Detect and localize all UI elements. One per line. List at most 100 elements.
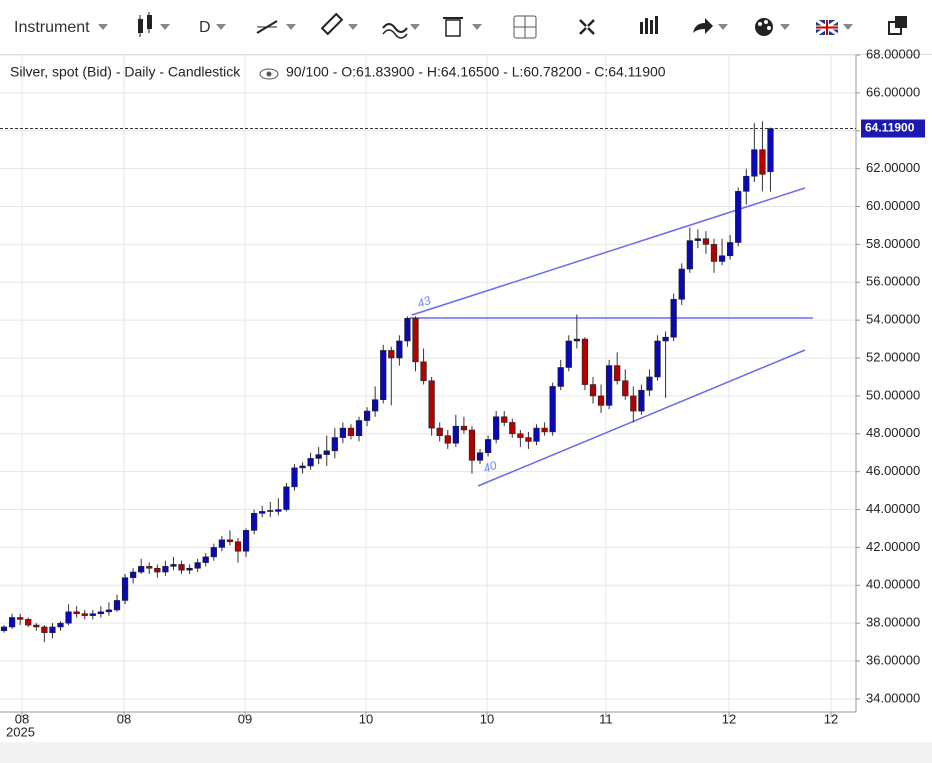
dropdown-arrow[interactable]	[843, 24, 853, 30]
candle-body	[226, 539, 234, 543]
candle-body	[444, 435, 451, 444]
period-button[interactable]: D	[199, 19, 211, 36]
candle-body	[178, 564, 185, 571]
y-tick-label: 40.00000	[866, 577, 920, 592]
trend-line[interactable]	[477, 349, 806, 487]
candle-body	[702, 238, 710, 245]
delete-tool[interactable]	[443, 17, 463, 37]
y-tick-label: 66.00000	[866, 84, 920, 99]
x-tick-label: 08	[117, 711, 131, 726]
candle-body	[162, 566, 169, 573]
candle-body	[517, 433, 524, 438]
dropdown-arrow[interactable]	[780, 24, 790, 30]
candle-body	[17, 617, 24, 620]
palette-button[interactable]	[755, 18, 773, 36]
candle-body	[436, 427, 443, 436]
share-button[interactable]	[693, 18, 713, 34]
candle-body	[654, 340, 661, 378]
toolbar-bg	[0, 0, 932, 54]
candle-body	[581, 338, 589, 385]
language-button[interactable]	[815, 18, 839, 37]
y-tick-label: 44.00000	[866, 501, 920, 516]
y-tick-label: 68.00000	[866, 46, 920, 61]
y-tick-label: 60.00000	[866, 198, 920, 213]
dropdown-arrow[interactable]	[472, 24, 482, 30]
candle-body	[138, 566, 145, 573]
last-price-label: 64.11900	[865, 121, 915, 135]
candle-body	[396, 340, 403, 359]
candle-body	[121, 577, 129, 601]
candle-body	[476, 452, 484, 461]
y-tick-label: 58.00000	[866, 236, 920, 251]
indicator-tool[interactable]	[382, 23, 408, 39]
candle-body	[428, 380, 435, 429]
y-tick-label: 36.00000	[866, 652, 920, 667]
x-tick-label: 08	[15, 711, 29, 726]
candle-body	[259, 511, 266, 514]
y-tick-label: 46.00000	[866, 463, 920, 478]
candle-body	[412, 317, 419, 363]
candle-body	[460, 425, 468, 431]
instrument-button[interactable]: Instrument	[14, 19, 90, 36]
candle-body	[501, 416, 508, 423]
y-tick-label: 34.00000	[866, 690, 920, 705]
candle-body	[541, 427, 548, 433]
candle-body	[170, 564, 177, 567]
annotation: 43	[415, 293, 433, 311]
candle-body	[484, 439, 492, 454]
candle-body	[573, 338, 580, 342]
candle-body	[186, 567, 193, 571]
candle-body	[646, 376, 653, 391]
dropdown-arrow[interactable]	[348, 24, 358, 30]
dropdown-arrow[interactable]	[410, 24, 420, 30]
eye-icon[interactable]	[259, 68, 279, 80]
dropdown-arrow[interactable]	[718, 24, 728, 30]
candle-body	[49, 626, 56, 633]
measure-tool[interactable]	[320, 12, 344, 36]
candle-body	[339, 427, 347, 438]
candle-body	[146, 566, 153, 569]
candle-body	[388, 350, 395, 359]
dropdown-arrow[interactable]	[98, 24, 108, 30]
x-tick-label: 10	[359, 711, 373, 726]
x-tick-label: 09	[238, 711, 252, 726]
popout-button[interactable]	[888, 16, 907, 35]
volume-button[interactable]	[640, 16, 658, 34]
candle-body	[735, 191, 742, 243]
chart-type-button[interactable]	[138, 12, 152, 37]
candle-body	[710, 244, 718, 262]
candle-body	[41, 626, 48, 633]
candle-body	[242, 530, 250, 552]
year-label: 2025	[6, 724, 35, 739]
fullscreen-button[interactable]	[579, 19, 595, 35]
dropdown-arrow[interactable]	[216, 24, 226, 30]
candle-body	[299, 465, 306, 469]
candle-body	[638, 389, 645, 412]
candle-body	[347, 427, 355, 436]
candle-body	[468, 429, 476, 461]
candle-body	[234, 541, 242, 552]
dropdown-arrow[interactable]	[160, 24, 170, 30]
candle-body	[251, 513, 258, 531]
crosshair-tool[interactable]	[513, 15, 537, 39]
chart-title: Silver, spot (Bid) - Daily - Candlestick	[10, 64, 241, 80]
candle-body	[751, 149, 758, 177]
candle-body	[678, 268, 685, 300]
y-tick-label: 62.00000	[866, 160, 920, 175]
candle-body	[202, 556, 209, 563]
candle-body	[605, 365, 613, 406]
candle-body	[129, 571, 137, 579]
candle-body	[493, 416, 500, 440]
y-tick-label: 52.00000	[866, 349, 920, 364]
candle-body	[662, 336, 669, 342]
candle-body	[25, 619, 32, 626]
candle-body	[614, 365, 621, 382]
dropdown-arrow[interactable]	[286, 24, 296, 30]
candle-body	[33, 624, 40, 628]
candle-body	[323, 450, 330, 455]
line-tool[interactable]	[256, 20, 278, 34]
candle-body	[597, 395, 605, 406]
candle-body	[307, 458, 314, 467]
candle-body	[275, 509, 282, 512]
candle-body	[404, 317, 411, 342]
